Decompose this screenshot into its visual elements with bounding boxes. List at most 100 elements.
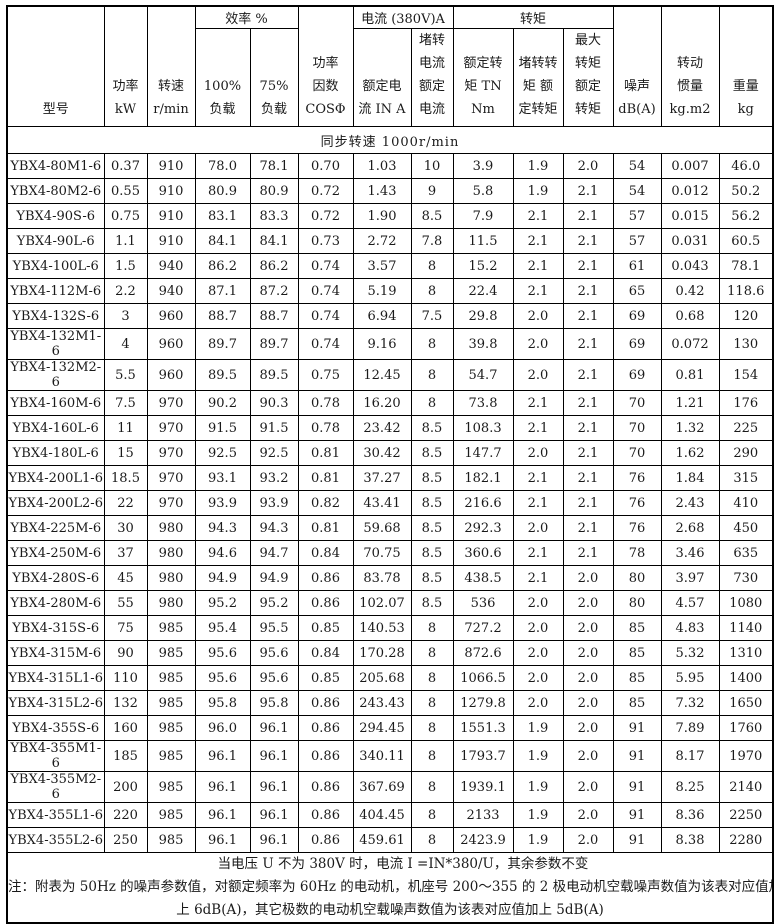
table-body: YBX4-80M1-6 0.37 910 78.0 78.1 0.70 1.03 10 3.9 1… <box>6 153 774 853</box>
cell: 95.6 <box>249 665 299 691</box>
cell: 2.1 <box>562 465 614 491</box>
cell: 140.53 <box>352 615 412 641</box>
cell: 96.1 <box>249 802 299 828</box>
col-header-rated-torque: 额定转 矩 TN Nm <box>452 28 514 127</box>
cell: 70 <box>612 415 662 441</box>
cell: 8.5 <box>410 515 454 541</box>
cell: 2.43 <box>660 490 720 516</box>
cell: 86.2 <box>249 253 299 279</box>
cell: 970 <box>146 415 196 441</box>
cell: 1.5 <box>103 253 148 279</box>
cell: 147.7 <box>452 440 514 466</box>
table-row: YBX4-132M2-6 5.5 960 89.5 89.5 0.75 12.45 8 54.7… <box>6 359 774 391</box>
table-row: YBX4-200L1-6 18.5 970 93.1 93.2 0.81 37.27 8.5 1… <box>6 465 774 491</box>
cell: YBX4-280S-6 <box>6 565 105 591</box>
cell: 70.75 <box>352 540 412 566</box>
cell: 8 <box>410 253 454 279</box>
cell: 1.9 <box>512 771 564 803</box>
cell: 93.1 <box>194 465 251 491</box>
table-row: YBX4-355L1-6 220 985 96.1 96.1 0.86 404.45 8 213… <box>6 802 774 828</box>
cell: 1760 <box>718 715 774 741</box>
cell: 96.1 <box>194 827 251 853</box>
table-row: YBX4-355L2-6 250 985 96.1 96.1 0.86 459.61 8 242… <box>6 827 774 853</box>
cell: 90.2 <box>194 390 251 416</box>
col-header-power-factor: 功率 因数 COSΦ <box>297 5 354 127</box>
cell: 94.3 <box>249 515 299 541</box>
table-row: YBX4-315L1-6 110 985 95.6 95.6 0.85 205.68 8 106… <box>6 665 774 691</box>
cell: 872.6 <box>452 640 514 666</box>
table-row: YBX4-180L-6 15 970 92.5 92.5 0.81 30.42 8.5 147.… <box>6 440 774 466</box>
cell: 2.0 <box>562 590 614 616</box>
cell: 2.0 <box>512 328 564 360</box>
note-voltage: 当电压 U 不为 380V 时，电流 I =IN*380/U，其余参数不变 <box>217 856 589 872</box>
col-header-locked-current: 堵转 电流 额定 电流 <box>410 28 454 127</box>
cell: 410 <box>718 490 774 516</box>
cell: 85 <box>612 690 662 716</box>
cell: YBX4-355L2-6 <box>6 827 105 853</box>
table-row: YBX4-90L-6 1.1 910 84.1 84.1 0.73 2.72 7.8 11.5 2… <box>6 228 774 254</box>
cell: YBX4-132S-6 <box>6 303 105 329</box>
cell: 2.0 <box>512 359 564 391</box>
cell: 90.3 <box>249 390 299 416</box>
table-row: YBX4-315L2-6 132 985 95.8 95.8 0.86 243.43 8 127… <box>6 690 774 716</box>
cell: 2423.9 <box>452 827 514 853</box>
cell: 404.45 <box>352 802 412 828</box>
cell: 459.61 <box>352 827 412 853</box>
cell: 18.5 <box>103 465 148 491</box>
cell: 96.0 <box>194 715 251 741</box>
cell: 9 <box>410 178 454 204</box>
cell: 960 <box>146 303 196 329</box>
cell: 216.6 <box>452 490 514 516</box>
cell: 243.43 <box>352 690 412 716</box>
cell: 91 <box>612 740 662 772</box>
cell: 980 <box>146 565 196 591</box>
cell: 2.1 <box>512 278 564 304</box>
cell: 91 <box>612 802 662 828</box>
cell: 7.8 <box>410 228 454 254</box>
cell: 95.2 <box>249 590 299 616</box>
cell: 84.1 <box>194 228 251 254</box>
cell: 50.2 <box>718 178 774 204</box>
cell: 88.7 <box>249 303 299 329</box>
cell: 110 <box>103 665 148 691</box>
cell: 23.42 <box>352 415 412 441</box>
cell: 7.5 <box>410 303 454 329</box>
col-header-rated-current: 额定电 流 IN A <box>352 28 412 127</box>
cell: 78.1 <box>249 153 299 179</box>
cell: 1.9 <box>512 153 564 179</box>
cell: 292.3 <box>452 515 514 541</box>
cell: 0.82 <box>297 490 354 516</box>
cell: 2.1 <box>562 415 614 441</box>
table-row: YBX4-280S-6 45 980 94.9 94.9 0.86 83.78 8.5 438.… <box>6 565 774 591</box>
cell: 1.9 <box>512 178 564 204</box>
cell: 85 <box>612 615 662 641</box>
cell: 0.70 <box>297 153 354 179</box>
cell: 76 <box>612 465 662 491</box>
cell: YBX4-90S-6 <box>6 203 105 229</box>
cell: 39.8 <box>452 328 514 360</box>
cell: 367.69 <box>352 771 412 803</box>
cell: YBX4-180L-6 <box>6 440 105 466</box>
cell: 980 <box>146 515 196 541</box>
cell: YBX4-90L-6 <box>6 228 105 254</box>
cell: 2.0 <box>512 640 564 666</box>
table-row: YBX4-90S-6 0.75 910 83.1 83.3 0.72 1.90 8.5 7.9 2… <box>6 203 774 229</box>
cell: 10 <box>410 153 454 179</box>
cell: 87.1 <box>194 278 251 304</box>
cell: 2.0 <box>512 590 564 616</box>
table-row: YBX4-100L-6 1.5 940 86.2 86.2 0.74 3.57 8 15.2 2.… <box>6 253 774 279</box>
cell: YBX4-80M2-6 <box>6 178 105 204</box>
cell: 96.1 <box>194 802 251 828</box>
cell: 0.072 <box>660 328 720 360</box>
cell: 7.9 <box>452 203 514 229</box>
cell: YBX4-160M-6 <box>6 390 105 416</box>
cell: 73.8 <box>452 390 514 416</box>
cell: 8.36 <box>660 802 720 828</box>
cell: 1.9 <box>512 715 564 741</box>
cell: 8.5 <box>410 540 454 566</box>
notes-cell: 当电压 U 不为 380V 时，电流 I =IN*380/U，其余参数不变 注：… <box>6 852 774 924</box>
cell: 1650 <box>718 690 774 716</box>
table-row: YBX4-132M1-6 4 960 89.7 89.7 0.74 9.16 8 39.8 2.0… <box>6 328 774 360</box>
cell: 69 <box>612 328 662 360</box>
